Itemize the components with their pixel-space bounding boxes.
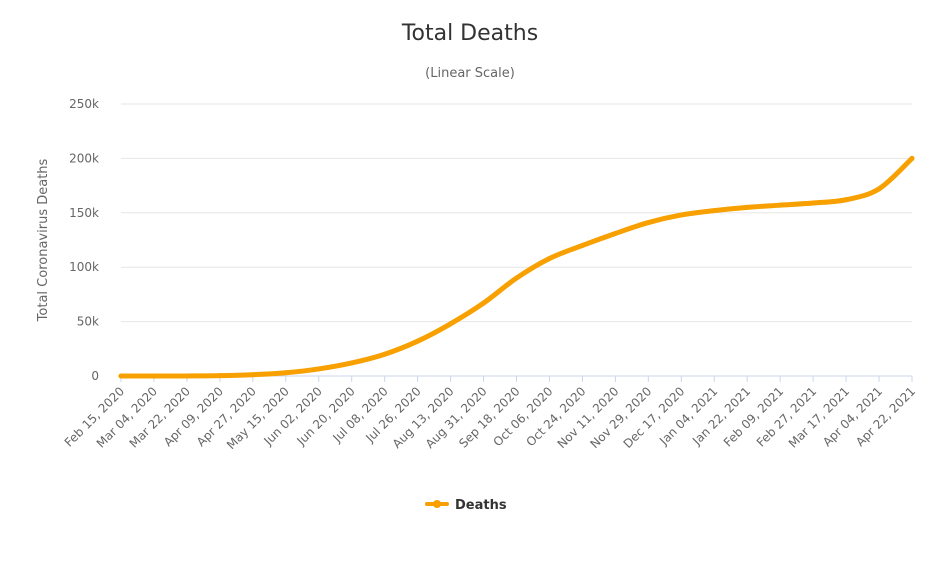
x-tick-label: Apr 22, 2021 [853, 384, 918, 449]
data-point[interactable] [151, 373, 157, 379]
y-axis-ticks: 0 50k 100k 150k 200k 250k [69, 97, 99, 383]
data-point[interactable] [481, 300, 487, 306]
legend[interactable]: Deaths [425, 498, 507, 513]
data-point[interactable] [349, 360, 355, 366]
data-point[interactable] [645, 220, 651, 226]
gridlines [121, 103, 912, 377]
y-tick-label: 150k [69, 206, 99, 220]
data-point[interactable] [118, 373, 124, 379]
data-point[interactable] [876, 186, 882, 192]
data-point[interactable] [909, 155, 915, 161]
y-tick-label: 100k [69, 260, 99, 274]
data-point[interactable] [283, 370, 289, 376]
data-point[interactable] [678, 212, 684, 218]
data-point[interactable] [744, 204, 750, 210]
chart-subtitle: (Linear Scale) [425, 66, 515, 81]
legend-label-deaths[interactable]: Deaths [455, 498, 507, 513]
data-point[interactable] [217, 373, 223, 379]
chart-title: Total Deaths [401, 21, 538, 46]
data-point[interactable] [250, 372, 256, 378]
data-point[interactable] [810, 200, 816, 206]
data-point[interactable] [711, 208, 717, 214]
y-tick-label: 250k [69, 97, 99, 111]
series-deaths[interactable] [118, 155, 915, 379]
data-point[interactable] [777, 202, 783, 208]
legend-swatch-marker [433, 500, 441, 508]
y-tick-label: 50k [77, 315, 99, 329]
y-axis-label: Total Coronavirus Deaths [36, 158, 51, 322]
data-point[interactable] [514, 275, 519, 281]
y-tick-label: 0 [91, 369, 99, 383]
data-point[interactable] [415, 338, 421, 344]
data-point[interactable] [612, 230, 618, 236]
data-point[interactable] [184, 373, 190, 379]
data-point[interactable] [448, 321, 454, 327]
data-point[interactable] [579, 242, 585, 248]
data-point[interactable] [316, 366, 322, 372]
data-point[interactable] [546, 255, 552, 261]
data-point[interactable] [382, 351, 388, 357]
data-point[interactable] [843, 197, 849, 203]
y-tick-label: 200k [69, 151, 99, 165]
